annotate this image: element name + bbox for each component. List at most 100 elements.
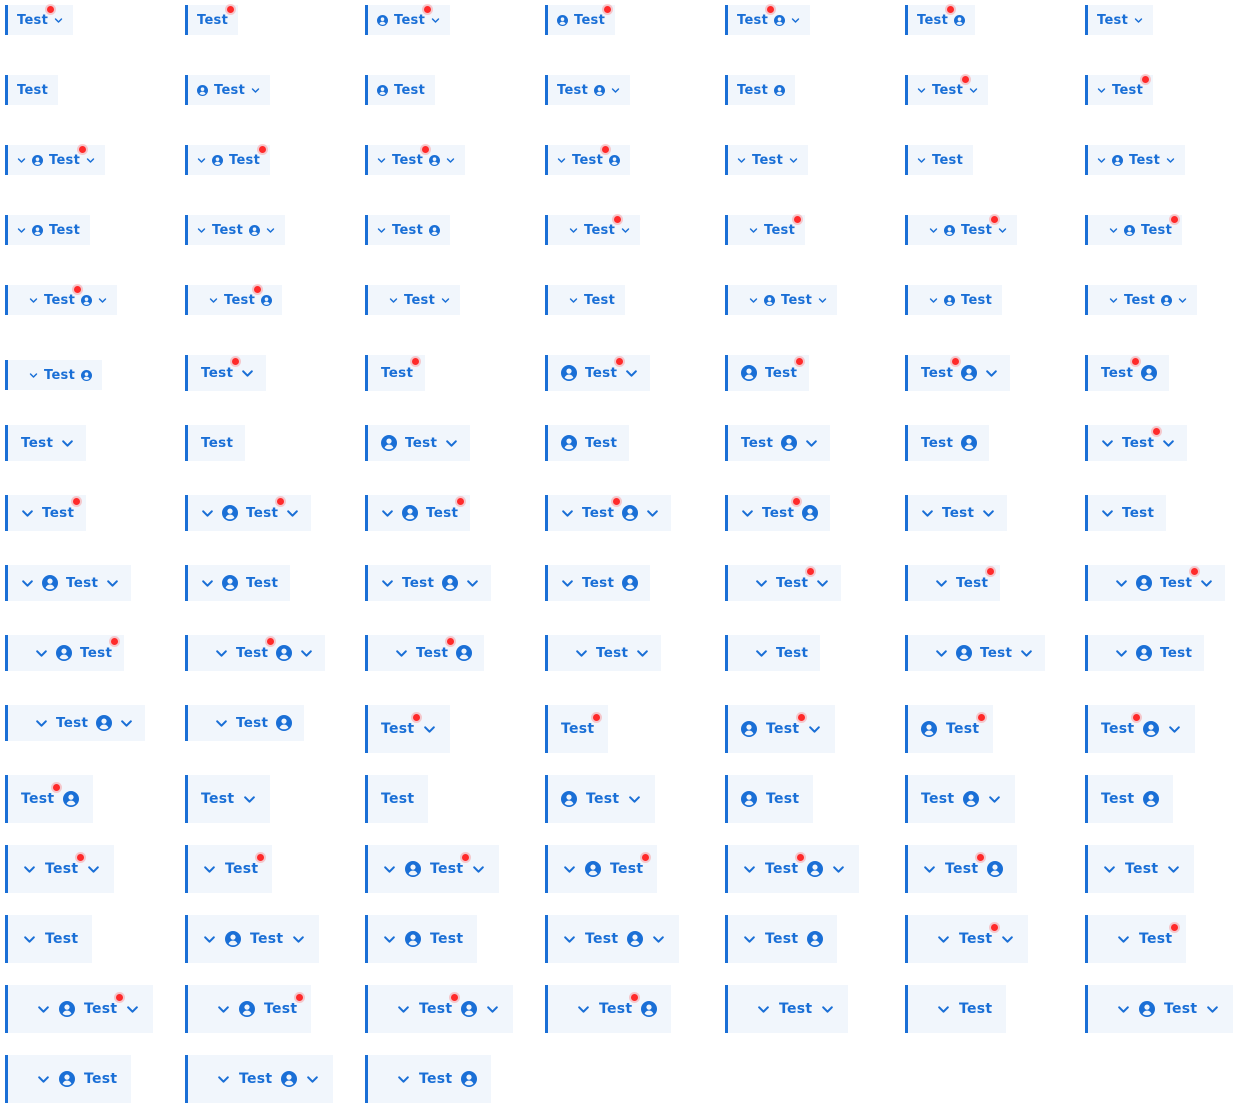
menu-item[interactable]: Test — [5, 635, 125, 671]
menu-item[interactable]: Test — [545, 845, 658, 893]
menu-item[interactable]: Test — [1085, 145, 1186, 175]
menu-item[interactable]: Test — [365, 5, 451, 35]
menu-item[interactable]: Test — [725, 985, 849, 1033]
menu-item[interactable]: Test — [1085, 565, 1226, 601]
menu-item[interactable]: Test — [1085, 215, 1183, 245]
menu-item[interactable]: Test — [1085, 285, 1198, 315]
menu-item[interactable]: Test — [185, 1055, 334, 1103]
menu-item[interactable]: Test — [365, 495, 471, 531]
menu-item[interactable]: Test — [545, 5, 616, 35]
menu-item[interactable]: Test — [905, 635, 1046, 671]
menu-item[interactable]: Test — [5, 285, 118, 315]
menu-item[interactable]: Test — [5, 1055, 132, 1103]
menu-item[interactable]: Test — [5, 495, 87, 531]
menu-item[interactable]: Test — [185, 775, 271, 823]
menu-item[interactable]: Test — [725, 705, 836, 753]
menu-item[interactable]: Test — [185, 145, 271, 175]
menu-item[interactable]: Test — [5, 705, 146, 741]
menu-item[interactable]: Test — [365, 425, 471, 461]
menu-item[interactable]: Test — [5, 425, 87, 461]
menu-item[interactable]: Test — [905, 775, 1016, 823]
menu-item[interactable]: Test — [545, 285, 626, 315]
menu-item[interactable]: Test — [905, 215, 1018, 245]
menu-item[interactable]: Test — [5, 360, 103, 390]
menu-item[interactable]: Test — [185, 5, 239, 35]
menu-item[interactable]: Test — [545, 565, 651, 601]
menu-item[interactable]: Test — [725, 565, 842, 601]
menu-item[interactable]: Test — [365, 775, 429, 823]
menu-item[interactable]: Test — [545, 775, 656, 823]
menu-item[interactable]: Test — [185, 915, 320, 963]
menu-item[interactable]: Test — [905, 845, 1018, 893]
menu-item[interactable]: Test — [725, 75, 796, 105]
menu-item[interactable]: Test — [905, 75, 989, 105]
menu-item[interactable]: Test — [725, 635, 821, 671]
menu-item[interactable]: Test — [905, 565, 1001, 601]
menu-item[interactable]: Test — [5, 565, 132, 601]
menu-item[interactable]: Test — [545, 915, 680, 963]
menu-item[interactable]: Test — [905, 355, 1011, 391]
menu-item[interactable]: Test — [1085, 775, 1174, 823]
menu-item[interactable]: Test — [1085, 355, 1170, 391]
menu-item[interactable]: Test — [185, 985, 312, 1033]
menu-item[interactable]: Test — [725, 145, 809, 175]
menu-item[interactable]: Test — [725, 5, 811, 35]
menu-item[interactable]: Test — [365, 635, 485, 671]
menu-item[interactable]: Test — [5, 145, 106, 175]
menu-item[interactable]: Test — [1085, 495, 1167, 531]
menu-item[interactable]: Test — [365, 75, 436, 105]
menu-item[interactable]: Test — [1085, 75, 1154, 105]
menu-item[interactable]: Test — [545, 495, 672, 531]
menu-item[interactable]: Test — [185, 565, 291, 601]
menu-item[interactable]: Test — [725, 775, 814, 823]
menu-item[interactable]: Test — [725, 845, 860, 893]
menu-item[interactable]: Test — [1085, 5, 1154, 35]
menu-item[interactable]: Test — [545, 75, 631, 105]
menu-item[interactable]: Test — [905, 145, 974, 175]
menu-item[interactable]: Test — [905, 705, 994, 753]
menu-item[interactable]: Test — [185, 635, 326, 671]
menu-item[interactable]: Test — [365, 985, 514, 1033]
menu-item[interactable]: Test — [725, 285, 838, 315]
menu-item[interactable]: Test — [5, 985, 154, 1033]
menu-item[interactable]: Test — [365, 285, 461, 315]
menu-item[interactable]: Test — [365, 705, 451, 753]
menu-item[interactable]: Test — [545, 145, 631, 175]
menu-item[interactable]: Test — [185, 705, 305, 741]
menu-item[interactable]: Test — [545, 985, 672, 1033]
menu-item[interactable]: Test — [185, 845, 273, 893]
menu-item[interactable]: Test — [1085, 425, 1188, 461]
menu-item[interactable]: Test — [365, 565, 492, 601]
menu-item[interactable]: Test — [1085, 985, 1234, 1033]
menu-item[interactable]: Test — [1085, 915, 1187, 963]
menu-item[interactable]: Test — [5, 75, 59, 105]
menu-item[interactable]: Test — [185, 425, 246, 461]
menu-item[interactable]: Test — [725, 495, 831, 531]
menu-item[interactable]: Test — [365, 355, 426, 391]
menu-item[interactable]: Test — [725, 915, 838, 963]
menu-item[interactable]: Test — [545, 635, 662, 671]
menu-item[interactable]: Test — [905, 5, 976, 35]
menu-item[interactable]: Test — [545, 215, 641, 245]
menu-item[interactable]: Test — [185, 75, 271, 105]
menu-item[interactable]: Test — [905, 495, 1008, 531]
menu-item[interactable]: Test — [905, 985, 1007, 1033]
menu-item[interactable]: Test — [365, 845, 500, 893]
menu-item[interactable]: Test — [5, 5, 74, 35]
menu-item[interactable]: Test — [725, 355, 810, 391]
menu-item[interactable]: Test — [1085, 705, 1196, 753]
menu-item[interactable]: Test — [1085, 845, 1195, 893]
menu-item[interactable]: Test — [5, 215, 91, 245]
menu-item[interactable]: Test — [185, 495, 312, 531]
menu-item[interactable]: Test — [905, 425, 990, 461]
menu-item[interactable]: Test — [185, 285, 283, 315]
menu-item[interactable]: Test — [365, 215, 451, 245]
menu-item[interactable]: Test — [185, 215, 286, 245]
menu-item[interactable]: Test — [365, 1055, 492, 1103]
menu-item[interactable]: Test — [905, 915, 1029, 963]
menu-item[interactable]: Test — [725, 215, 806, 245]
menu-item[interactable]: Test — [905, 285, 1003, 315]
menu-item[interactable]: Test — [545, 705, 609, 753]
menu-item[interactable]: Test — [725, 425, 831, 461]
menu-item[interactable]: Test — [365, 145, 466, 175]
